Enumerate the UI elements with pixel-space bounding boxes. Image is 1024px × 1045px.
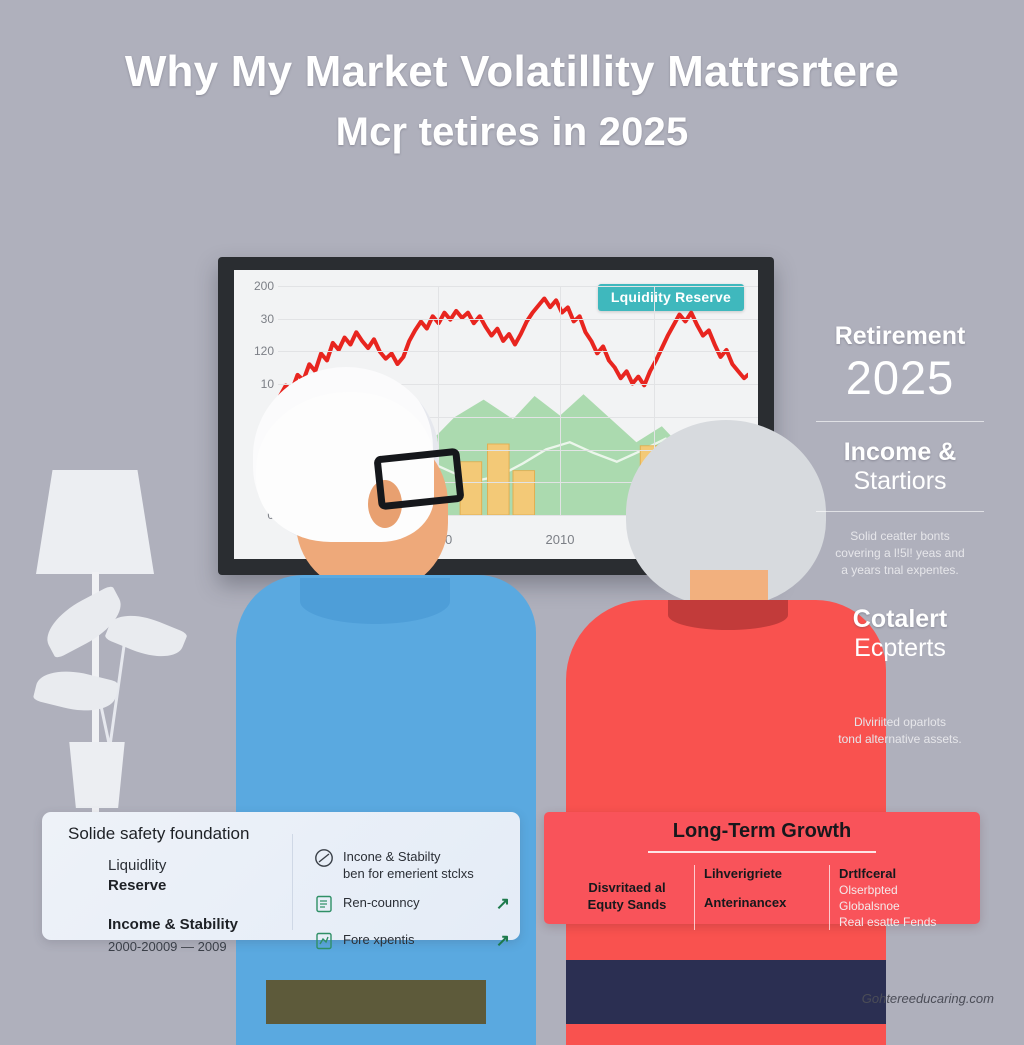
list-item[interactable]: Ren-counncy ↗ [314,894,510,919]
sidebar-value-collateral: Ecpterts [854,634,946,662]
gridline-horizontal [278,449,758,451]
headline-line-2: Mcɼ tetires in 2025 [335,110,689,154]
gridline-horizontal [278,384,758,386]
divider [816,511,984,512]
year-range-label: 2000-20009 — 2009 [108,939,227,954]
chart-square-icon [314,931,334,956]
gridline-horizontal [278,318,758,320]
growth-col-2-heading: Lihverigriete [704,866,783,881]
poster-canvas: Why My Market Volatillity Mattrsrtere Mc… [0,44,1024,1045]
line-series-volatility [278,296,748,398]
growth-col-3-body: Olserbpted Globalsnoe Real esatte Fends [839,883,937,929]
lamp-shade-icon [36,470,154,574]
sidebar-body-income: Solid ceatter bonts covering a l!5l! yea… [835,529,965,577]
man-trousers [266,980,486,1024]
sidebar-body-collateral: Dlviriited oparlots tond alternative ass… [838,715,962,746]
man-collar [300,578,450,624]
y-axis-tick: 10 [260,377,274,392]
headline-line-1: Why My Market Volatillity Mattrsrtere [124,47,900,96]
panel-right-columns: Disvritaed al Equty Sands Lihverigriete … [544,865,980,930]
divider [292,834,293,930]
panel-left-column: Liquidlity Reserve Income & Stability 20… [108,856,238,954]
safety-foundation-panel: Solide safety foundation Liquidlity Rese… [42,812,520,954]
sidebar-value-retirement: 2025 [845,351,955,404]
gridline-horizontal [278,351,758,353]
trend-up-arrow-icon: ↗ [495,931,510,950]
sidebar-stats: Retirement 2025 Income & Startiors Solid… [802,322,998,748]
gridline-horizontal [278,416,758,418]
gridline-horizontal [278,286,758,287]
gridline-horizontal [278,515,758,516]
chart-legend-badge: Lquidiity Reserve [597,284,744,311]
row-1-text-top: Incone & Stabilty [343,849,441,864]
footer-url: Gohtereeducaring.com [861,991,994,1006]
page-title: Why My Market Volatillity Mattrsrtere Mc… [0,44,1024,158]
document-icon [314,894,334,919]
y-axis-tick: 200 [253,279,274,293]
y-axis-tick: 30 [260,311,274,326]
divider [648,851,876,853]
gridline-horizontal [278,482,758,484]
growth-column-3[interactable]: Drtlfceral Olserbpted Globalsnoe Real es… [829,865,964,930]
sidebar-label-collateral: Cotalert [852,605,948,633]
long-term-growth-panel: Long-Term Growth Disvritaed al Equty San… [544,812,980,930]
sidebar-block-collateral: Cotalert Ecpterts [802,605,998,662]
panel-right-title: Long-Term Growth [672,820,852,842]
panel-left-title: Solide safety foundation [68,824,250,843]
growth-col-3-heading: Drtlfceral [839,866,897,881]
income-stability-label: Income & Stability [108,916,239,933]
gridline-vertical [437,286,439,515]
eyeglasses-icon [373,447,465,511]
sidebar-block-income: Income & Startiors [802,438,998,495]
reserve-label: Reserve [108,877,167,894]
bar [459,461,483,515]
row-1-text-bottom: ben for emerient stclxs [343,866,474,881]
growth-col-1-body: Equty Sands [587,897,667,912]
woman-trousers [566,960,886,1024]
bar [512,470,536,515]
sidebar-label-income: Income & [843,438,957,466]
sidebar-block-retirement: Retirement 2025 [802,322,998,405]
no-entry-icon [314,848,334,873]
growth-column-1[interactable]: Disvritaed al Equty Sands [560,865,694,930]
man-shirt [236,575,536,1045]
man-ear [368,480,402,528]
list-item[interactable]: Fore xpentis ↗ [314,931,510,956]
x-axis-tick: 2010 [545,532,575,547]
panel-left-rows: Incone & Stabilty ben for emerient stclx… [314,848,510,968]
liquidity-label: Liquidlity [108,857,167,874]
list-item[interactable]: Incone & Stabilty ben for emerient stclx… [314,848,510,882]
y-axis-tick: 120 [253,344,274,359]
plant-leaf-icon [32,662,120,720]
growth-col-1-heading: Disvritaed al [588,880,666,895]
gridline-vertical [560,286,561,515]
sidebar-label-retirement: Retirement [834,322,966,350]
divider [816,421,984,422]
row-3-text: Fore xpentis [343,932,415,947]
gridline-vertical [654,286,655,515]
man-hair-front [256,392,434,542]
sidebar-value-income: Startiors [853,467,947,495]
growth-col-2-body: Anterinancex [704,895,787,910]
plant-pot [69,742,125,808]
row-2-text: Ren-counncy [343,895,420,910]
woman-collar [668,600,788,630]
trend-up-arrow-icon: ↗ [495,894,510,913]
bar [487,443,510,515]
growth-column-2[interactable]: Lihverigriete Anterinancex [694,865,829,930]
